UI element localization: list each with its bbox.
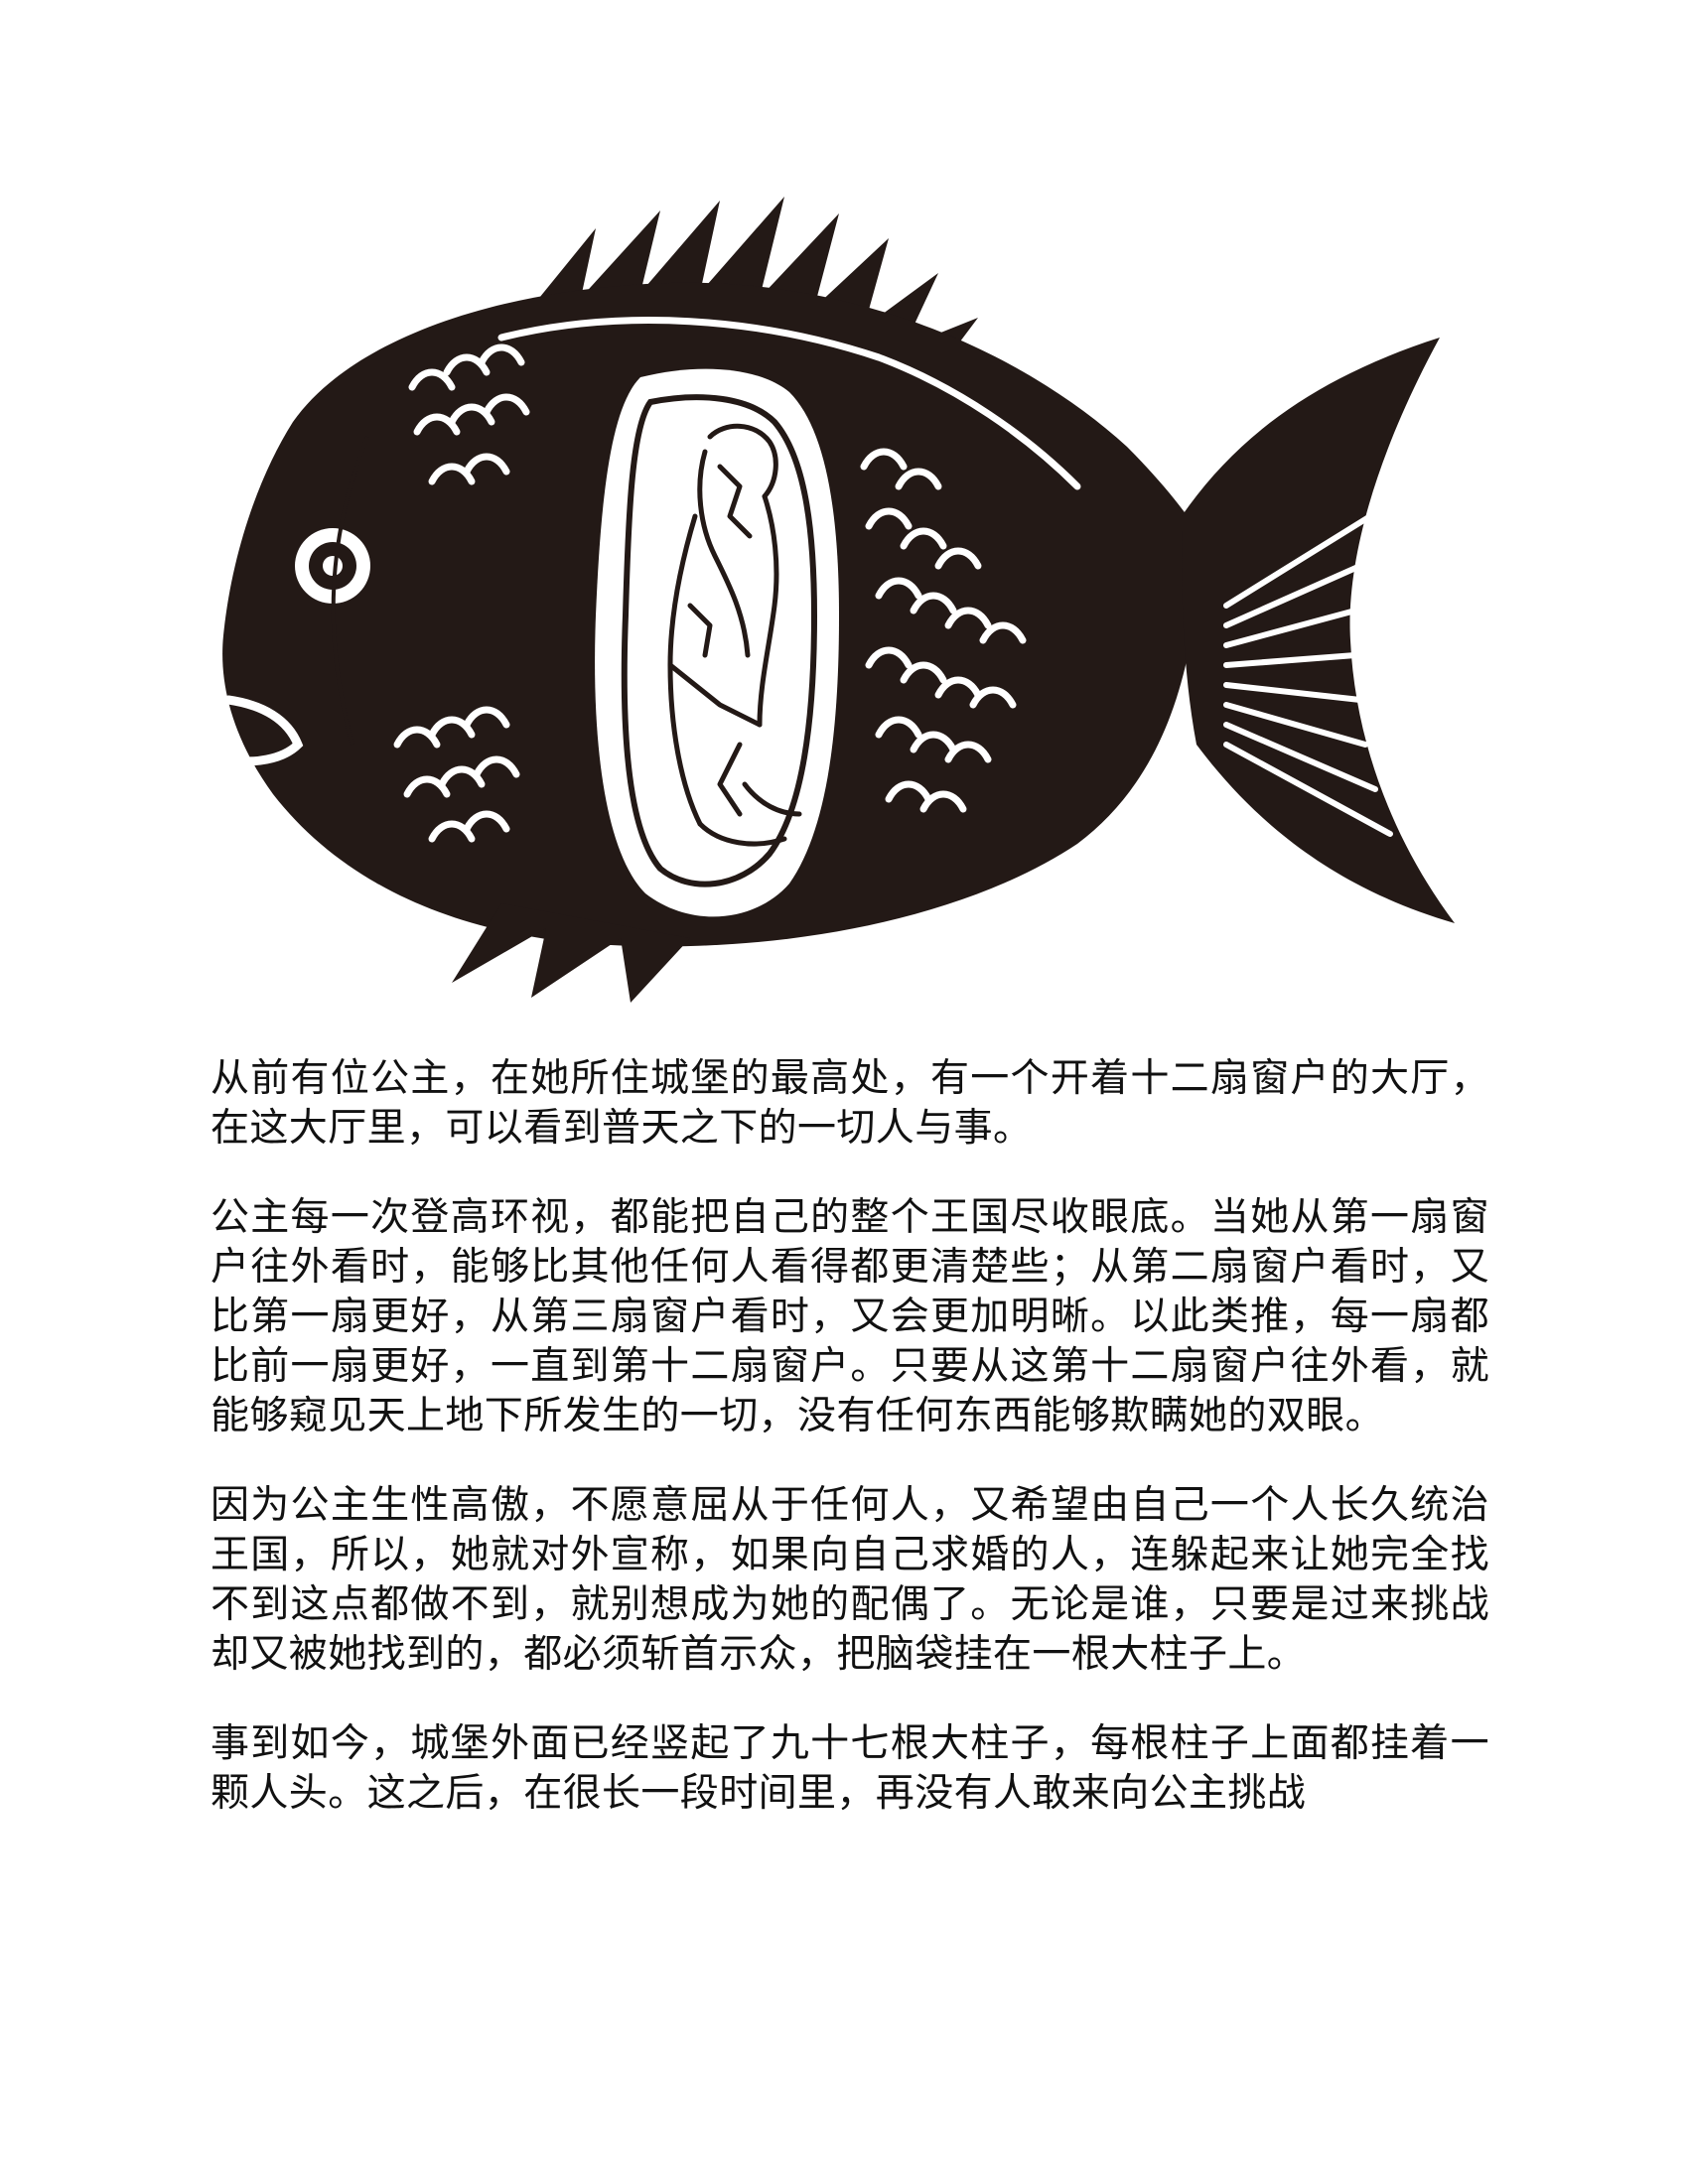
fish-illustration [204, 189, 1484, 1013]
paragraph-1: 从前有位公主，在她所住城堡的最高处，有一个开着十二扇窗户的大厅，在这大厅里，可以… [211, 1056, 1489, 1151]
fish-with-crouching-figure-icon [222, 197, 1455, 1003]
paragraph-3: 因为公主生性高傲，不愿意屈从于任何人，又希望由自己一个人长久统治王国，所以，她就… [211, 1483, 1489, 1677]
paragraph-2: 公主每一次登高环视，都能把自己的整个王国尽收眼底。当她从第一扇窗户往外看时，能够… [211, 1195, 1489, 1438]
paragraph-4: 事到如今，城堡外面已经竖起了九十七根大柱子，每根柱子上面都挂着一颗人头。这之后，… [211, 1721, 1489, 1816]
story-text: 从前有位公主，在她所住城堡的最高处，有一个开着十二扇窗户的大厅，在这大厅里，可以… [211, 1054, 1489, 1858]
